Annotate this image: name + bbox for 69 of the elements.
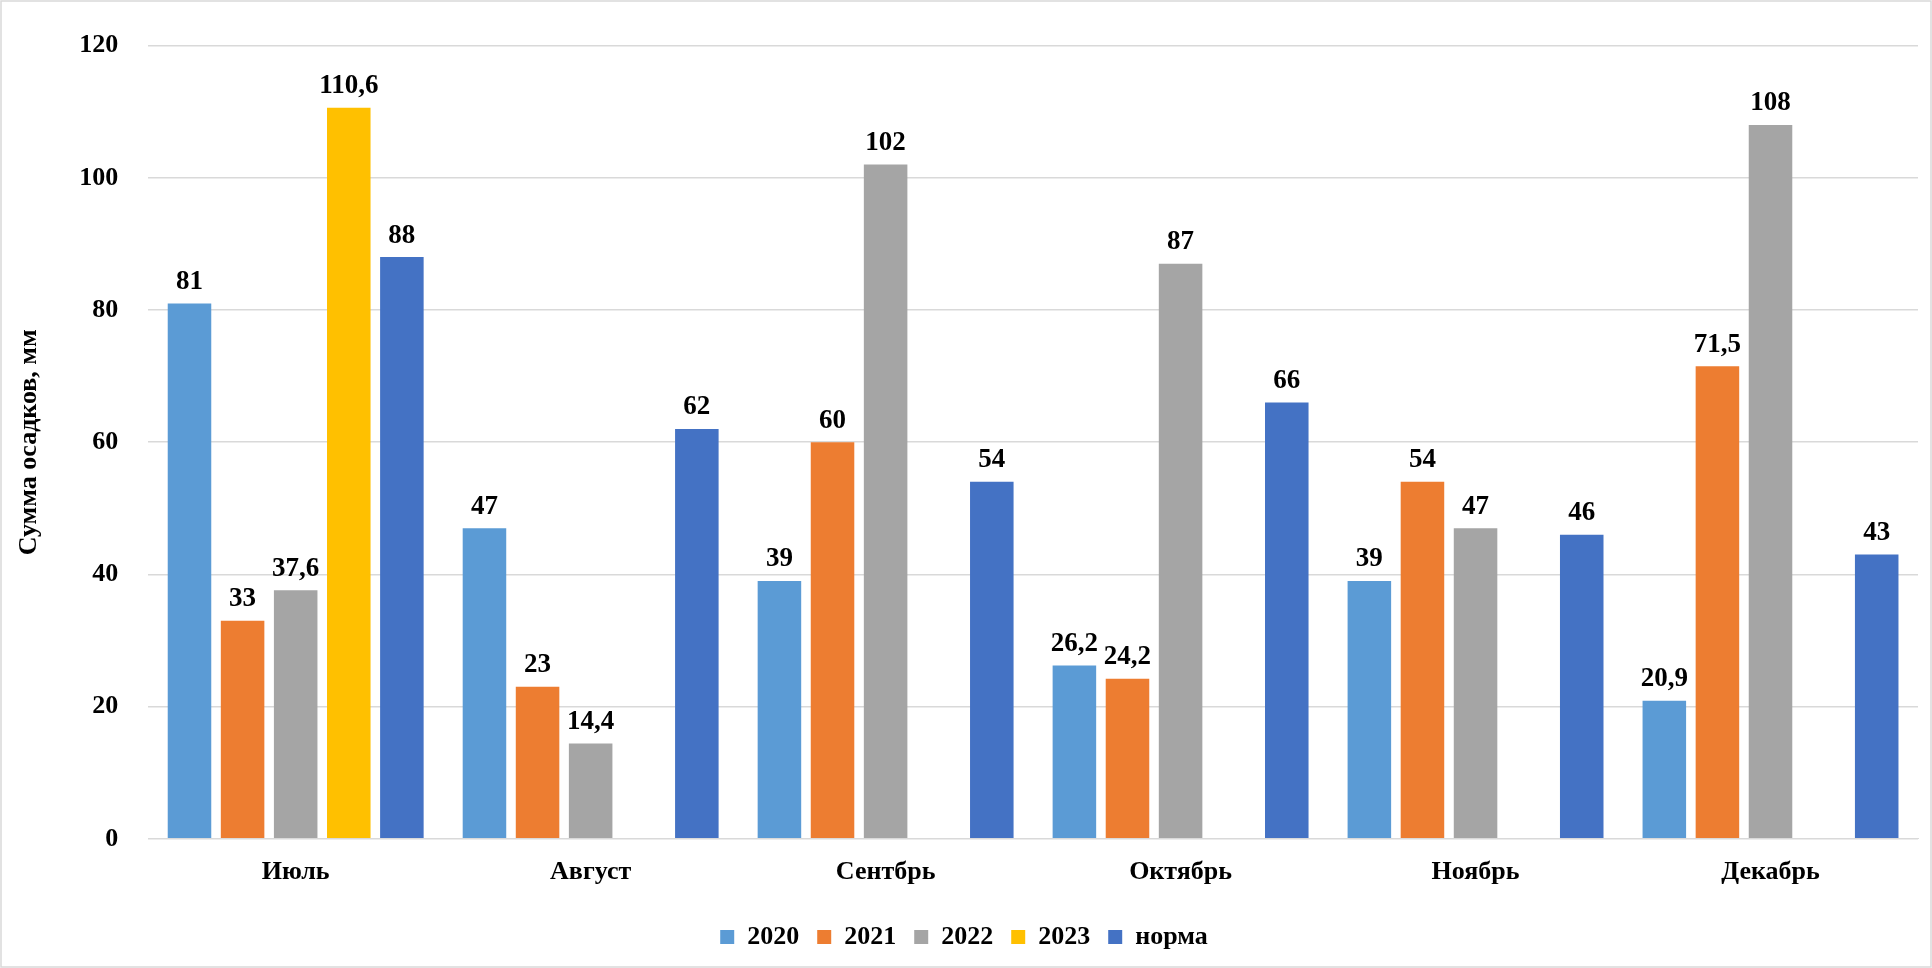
y-tick-label: 100 xyxy=(79,161,119,191)
legend-label: 2023 xyxy=(1038,920,1091,950)
bar xyxy=(757,581,802,839)
data-label: 26,2 xyxy=(1050,627,1099,658)
bar xyxy=(1105,678,1150,839)
y-tick-label: 40 xyxy=(92,558,119,588)
data-label: 60 xyxy=(819,403,847,434)
data-label: 20,9 xyxy=(1640,662,1688,693)
bar xyxy=(167,303,212,839)
bar xyxy=(220,620,265,839)
bar xyxy=(1453,528,1498,839)
bar xyxy=(863,164,908,839)
data-label: 66 xyxy=(1273,364,1301,395)
legend-label: 2022 xyxy=(941,920,994,950)
data-label: 110,6 xyxy=(319,69,379,100)
data-label: 39 xyxy=(1355,542,1383,573)
bar xyxy=(1400,481,1445,839)
data-label: 46 xyxy=(1568,496,1596,527)
legend-label: норма xyxy=(1135,920,1208,950)
bar xyxy=(675,428,719,839)
y-tick-label: 60 xyxy=(92,425,119,455)
data-label: 62 xyxy=(683,390,711,421)
data-label: 102 xyxy=(865,126,906,157)
x-tick-label: Ноябрь xyxy=(1431,856,1520,886)
bar xyxy=(810,442,855,839)
bar xyxy=(1642,700,1687,839)
x-tick-label: Октябрь xyxy=(1129,856,1233,886)
x-tick-label: Июль xyxy=(261,856,330,886)
y-tick-label: 80 xyxy=(92,293,119,323)
data-label: 81 xyxy=(176,264,203,295)
data-label: 33 xyxy=(229,582,257,613)
data-label: 54 xyxy=(978,443,1006,474)
x-tick-label: Декабрь xyxy=(1721,856,1821,886)
bar xyxy=(380,257,424,839)
data-label: 47 xyxy=(470,489,498,520)
bar xyxy=(1854,554,1899,839)
data-label: 43 xyxy=(1863,516,1891,547)
data-label: 71,5 xyxy=(1693,327,1742,358)
bar xyxy=(1559,534,1604,839)
data-label: 14,4 xyxy=(567,705,615,736)
bar xyxy=(1748,124,1793,839)
data-label: 87 xyxy=(1167,225,1195,256)
bar xyxy=(1347,581,1392,839)
bar xyxy=(1695,366,1740,839)
y-tick-label: 20 xyxy=(92,690,119,720)
bar xyxy=(515,686,560,839)
bar xyxy=(1158,263,1203,839)
x-tick-label: Август xyxy=(550,856,632,886)
bar xyxy=(273,590,318,839)
data-label: 88 xyxy=(388,218,416,249)
y-tick-label: 0 xyxy=(105,822,119,852)
bar xyxy=(327,107,371,839)
bar xyxy=(970,481,1014,839)
data-label: 23 xyxy=(524,648,552,679)
legend-label: 2020 xyxy=(747,920,800,950)
bar xyxy=(462,528,507,839)
legend-label: 2021 xyxy=(844,920,897,950)
data-label: 108 xyxy=(1750,86,1791,117)
bar xyxy=(568,743,613,839)
y-axis-title: Сумма осадков, мм xyxy=(13,329,43,556)
y-tick-label: 120 xyxy=(79,29,119,59)
data-label: 54 xyxy=(1408,443,1436,474)
data-label: 47 xyxy=(1462,489,1490,520)
bar xyxy=(1052,665,1097,839)
x-tick-label: Сентбрь xyxy=(835,856,936,886)
data-label: 37,6 xyxy=(272,551,320,582)
data-label: 24,2 xyxy=(1103,640,1152,671)
bar xyxy=(1265,402,1309,839)
data-label: 39 xyxy=(765,542,793,573)
